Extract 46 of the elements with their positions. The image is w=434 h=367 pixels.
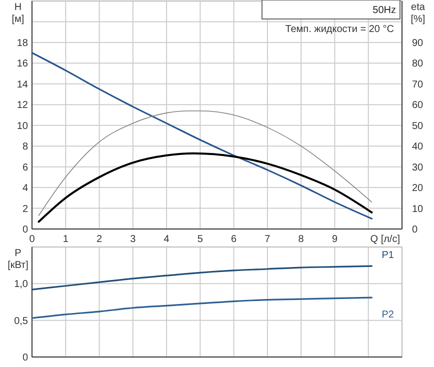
y-tick-label: 8 [22, 142, 28, 153]
y2-tick-label: 40 [412, 142, 424, 153]
annotation: Темп. жидкости = 20 °C [285, 24, 394, 35]
y2-tick-label: 0 [412, 224, 418, 236]
y2-axis-title: eta [%] [410, 2, 426, 25]
y2-tick-label: 30 [412, 162, 424, 174]
x-tick-label: 3 [130, 234, 136, 245]
y2-tick-label: 80 [412, 58, 424, 70]
x-tick-label: 7 [264, 234, 271, 245]
chart-title: 50Hz [372, 5, 396, 16]
y2-tick-label: 60 [412, 100, 424, 112]
y-tick-label: 4 [22, 183, 28, 194]
x-tick-label: 5 [197, 234, 204, 245]
line-series [38, 152, 373, 223]
y-tick-label: 10 [16, 120, 28, 132]
y2-tick-label: 10 [412, 204, 424, 215]
x-tick-label: 2 [96, 234, 102, 245]
y2-tick-label: 20 [412, 183, 424, 194]
y-tick-label: 0 [22, 224, 28, 236]
y-tick-label: 12 [16, 100, 28, 112]
y-tick-label: 18 [16, 38, 28, 49]
series-label: P2 [382, 310, 394, 321]
y-tick-label: 6 [22, 162, 28, 174]
x-tick-label: 0 [29, 234, 36, 245]
y-axis-title: P [кВт] [8, 248, 29, 271]
x-axis-title: Q [л/с] [370, 234, 400, 245]
line-series [31, 52, 373, 220]
y-axis-title: H [м] [12, 2, 24, 25]
line-series [31, 296, 373, 319]
y2-tick-label: 50 [412, 120, 424, 132]
y2-tick-label: 70 [412, 79, 424, 90]
x-tick-label: 8 [298, 234, 304, 245]
y-tick-label: 16 [16, 58, 28, 70]
y-tick-label: 14 [16, 79, 28, 90]
y-tick-label: 2 [22, 204, 28, 215]
y-tick-label: 0 [22, 352, 28, 364]
x-tick-label: 9 [332, 234, 338, 245]
y-tick-label: 1,0 [14, 279, 28, 290]
line-series [38, 110, 372, 216]
x-tick-label: 4 [164, 234, 170, 245]
y2-tick-label: 90 [412, 38, 424, 49]
x-tick-label: 1 [62, 234, 69, 245]
line-series [31, 265, 373, 290]
series-label: P1 [382, 250, 394, 262]
y-tick-label: 0,5 [14, 316, 28, 327]
x-tick-label: 6 [231, 234, 238, 245]
